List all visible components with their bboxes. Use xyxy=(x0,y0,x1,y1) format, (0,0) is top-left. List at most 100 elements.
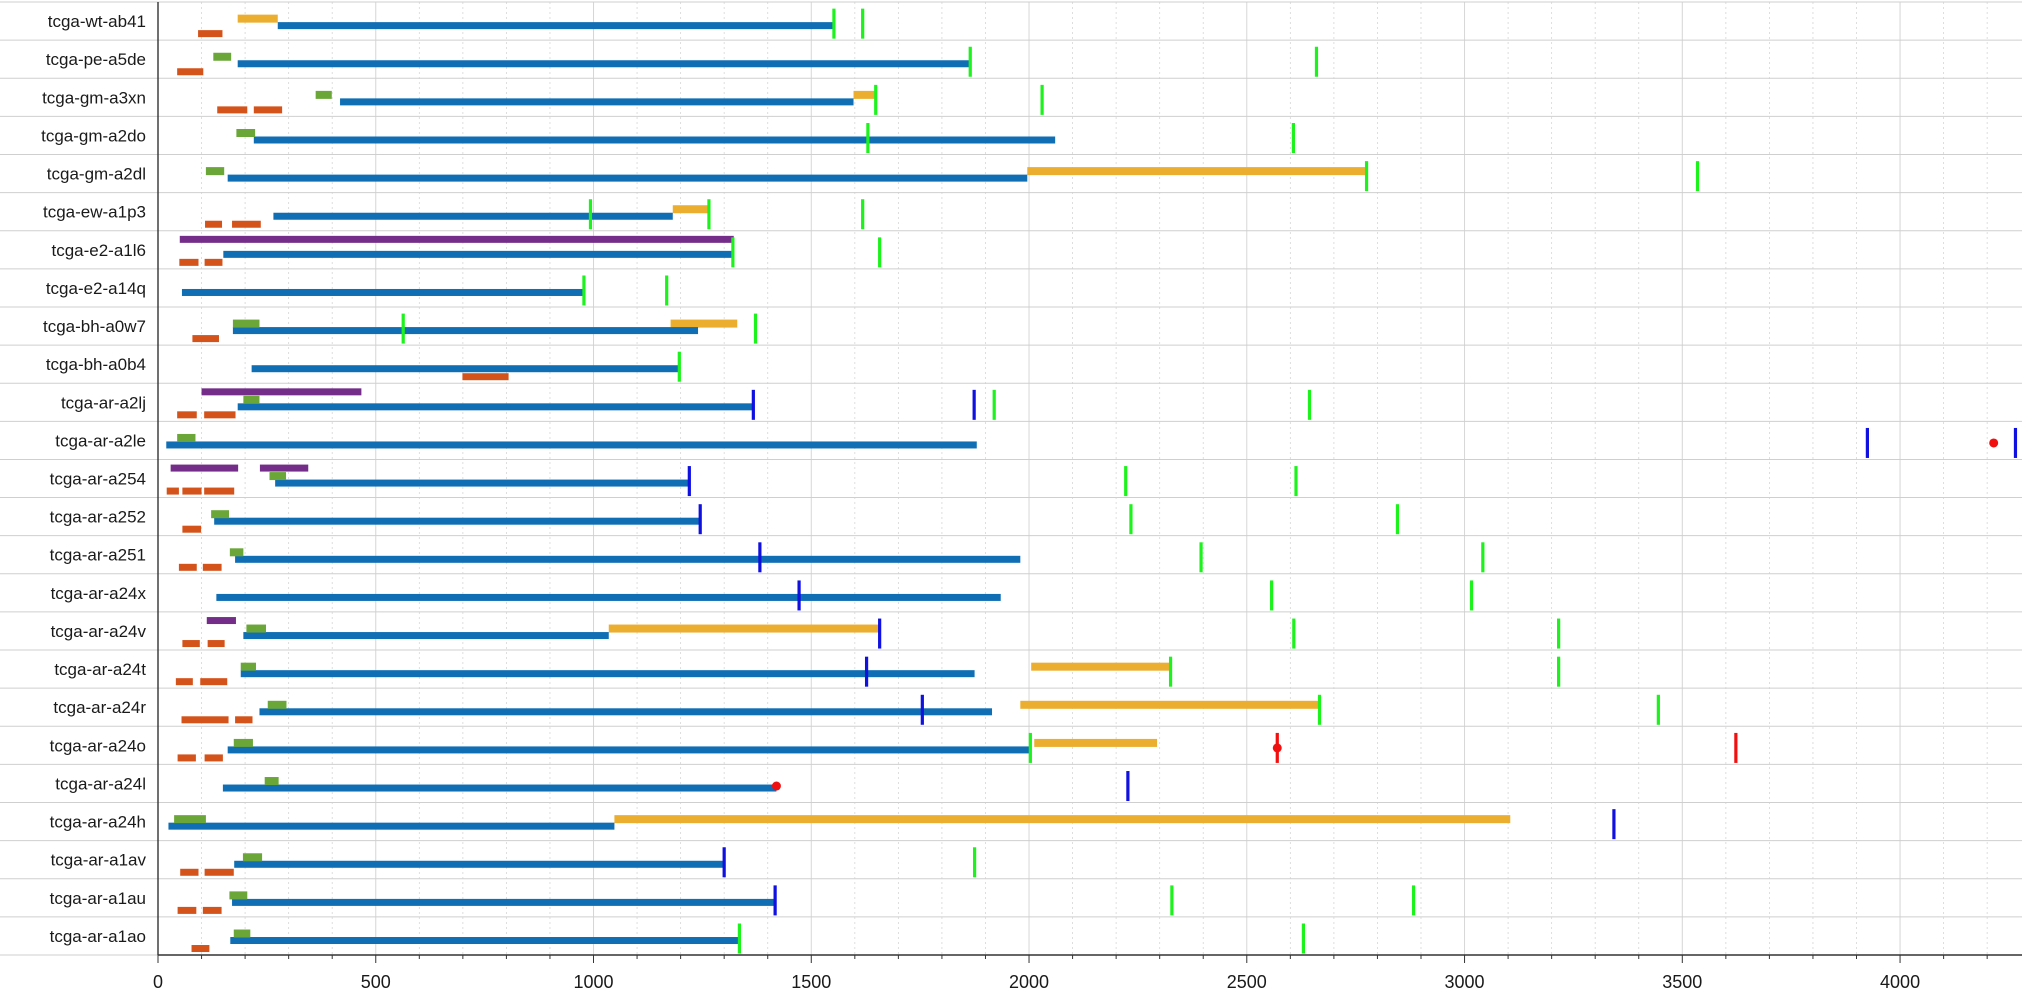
yellow-segment xyxy=(670,319,738,328)
orange-segment xyxy=(202,906,222,914)
green-tick xyxy=(753,313,758,344)
row-label: tcga-ar-a2le xyxy=(55,431,146,450)
main-bar xyxy=(340,98,854,106)
orange-segment xyxy=(182,640,200,648)
yellow-segment xyxy=(1027,167,1367,176)
yellow-segment xyxy=(1034,738,1158,747)
blue-tick xyxy=(2013,427,2018,458)
green-tick xyxy=(968,46,972,77)
x-tick-label: 4000 xyxy=(1880,972,1920,992)
row-label: tcga-ar-a1ao xyxy=(50,927,146,946)
orange-segment xyxy=(235,716,253,724)
main-bar xyxy=(273,212,673,220)
blue-tick xyxy=(972,389,976,420)
main-bar xyxy=(275,479,690,487)
main-bar xyxy=(243,632,609,640)
green-segment xyxy=(229,891,248,900)
blue-tick xyxy=(758,542,762,573)
row-label: tcga-gm-a3xn xyxy=(42,88,146,107)
orange-segment xyxy=(204,754,223,762)
main-bar xyxy=(227,746,1031,754)
x-tick-label: 500 xyxy=(361,972,391,992)
green-tick xyxy=(992,389,996,420)
yellow-segment xyxy=(853,90,876,99)
green-segment xyxy=(236,128,256,137)
green-segment xyxy=(205,167,225,176)
green-segment xyxy=(267,700,287,709)
row-label: tcga-ar-a251 xyxy=(50,546,146,565)
blue-tick xyxy=(751,389,755,420)
purple-segment xyxy=(170,464,239,472)
green-tick xyxy=(1481,542,1485,573)
green-tick xyxy=(1557,618,1561,649)
red-dot xyxy=(1272,743,1282,753)
green-tick xyxy=(1411,885,1416,916)
green-segment xyxy=(177,433,196,442)
main-bar xyxy=(277,22,834,30)
green-tick xyxy=(1168,656,1173,687)
orange-segment xyxy=(204,487,235,495)
row-labels: tcga-wt-ab41 tcga-pe-a5de tcga-gm-a3xn tcga… xyxy=(41,12,146,946)
row-label: tcga-ar-a24l xyxy=(55,774,146,793)
x-tick-label: 3500 xyxy=(1662,972,1702,992)
green-segment xyxy=(269,472,287,481)
row-label: tcga-e2-a14q xyxy=(46,279,146,298)
row-label: tcga-ar-a2lj xyxy=(61,393,146,412)
row-label: tcga-ar-a24o xyxy=(50,736,146,755)
green-tick xyxy=(972,847,977,878)
orange-segment xyxy=(207,640,225,648)
x-tick-label: 1500 xyxy=(791,972,831,992)
green-tick xyxy=(866,122,870,153)
yellow-segment xyxy=(237,14,278,23)
green-tick xyxy=(582,275,586,306)
green-segment xyxy=(243,395,260,404)
orange-segment xyxy=(179,258,199,266)
yellow-segment xyxy=(1020,700,1320,709)
row-label: tcga-gm-a2dl xyxy=(47,165,146,184)
orange-segment xyxy=(205,220,223,228)
green-tick xyxy=(1557,656,1561,687)
row-label: tcga-ar-a24r xyxy=(53,698,146,717)
blue-tick xyxy=(698,504,702,535)
orange-segment xyxy=(191,945,210,953)
row-label: tcga-ar-a24v xyxy=(51,622,147,641)
main-bar xyxy=(240,670,975,678)
green-tick xyxy=(1028,732,1032,763)
green-tick xyxy=(707,199,711,230)
main-bar xyxy=(227,174,1028,182)
row-label: tcga-ar-a254 xyxy=(50,470,146,489)
x-tick-label: 2500 xyxy=(1227,972,1267,992)
purple-segment xyxy=(259,464,309,472)
x-tick-label: 0 xyxy=(153,972,163,992)
orange-segment xyxy=(204,411,236,419)
orange-segment xyxy=(200,678,228,686)
orange-segment xyxy=(166,487,179,495)
green-tick xyxy=(1469,580,1474,611)
green-tick xyxy=(874,84,878,115)
orange-segment xyxy=(178,563,197,571)
row-label: tcga-ar-a24h xyxy=(50,813,146,832)
green-segment xyxy=(246,624,267,633)
data-marks xyxy=(166,8,2018,954)
green-tick xyxy=(1656,694,1660,725)
main-bar xyxy=(222,784,777,792)
blue-tick xyxy=(864,656,869,687)
green-segment xyxy=(211,510,229,519)
green-tick xyxy=(677,351,681,382)
orange-segment xyxy=(177,906,197,914)
purple-segment xyxy=(206,617,236,625)
orange-segment xyxy=(177,754,196,762)
x-tick-label: 2000 xyxy=(1009,972,1049,992)
green-segment xyxy=(229,548,244,557)
main-bar xyxy=(253,136,1056,144)
row-label: tcga-bh-a0b4 xyxy=(46,355,146,374)
blue-tick xyxy=(920,694,924,725)
orange-segment xyxy=(462,373,509,381)
green-tick xyxy=(1395,504,1400,535)
green-tick xyxy=(832,8,836,39)
blue-tick xyxy=(773,885,777,916)
x-tick-label: 3000 xyxy=(1445,972,1485,992)
green-tick xyxy=(878,237,882,268)
row-label: tcga-ar-a1au xyxy=(50,889,146,908)
